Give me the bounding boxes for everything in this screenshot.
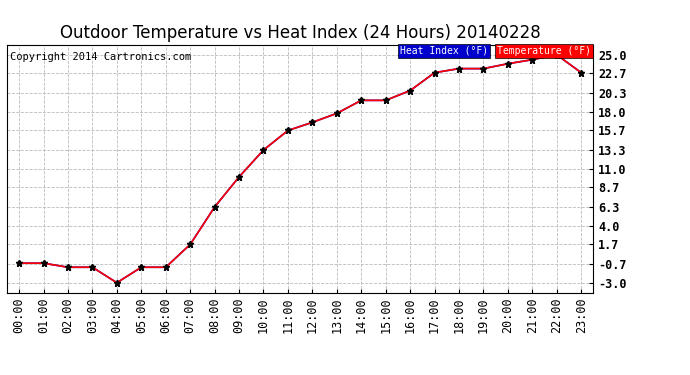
Text: Copyright 2014 Cartronics.com: Copyright 2014 Cartronics.com	[10, 53, 191, 62]
Text: Heat Index (°F): Heat Index (°F)	[400, 46, 488, 56]
Title: Outdoor Temperature vs Heat Index (24 Hours) 20140228: Outdoor Temperature vs Heat Index (24 Ho…	[60, 24, 540, 42]
Text: Temperature (°F): Temperature (°F)	[497, 46, 591, 56]
